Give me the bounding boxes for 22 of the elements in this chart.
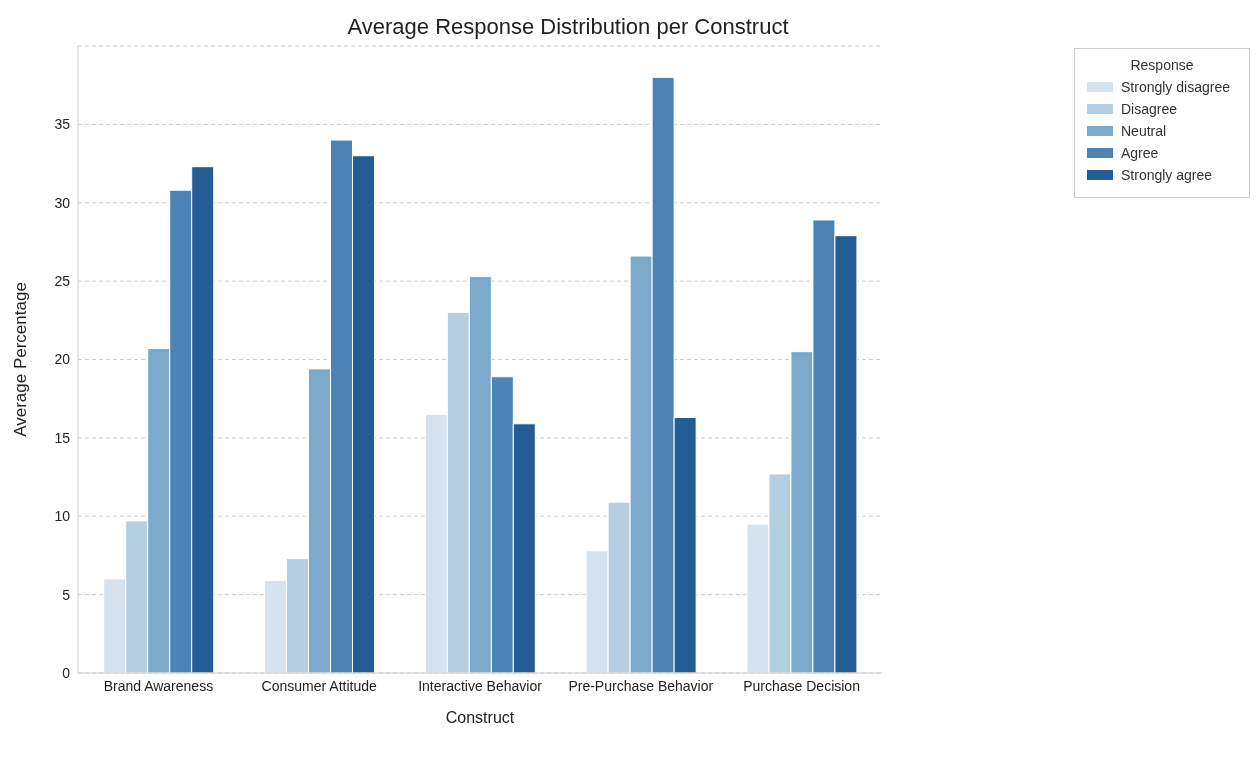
legend-label: Neutral [1121,123,1167,139]
y-axis-title: Average Percentage [11,282,31,437]
y-tick-label: 30 [54,194,71,211]
legend-label: Disagree [1121,101,1178,117]
x-tick-label: Consumer Attitude [261,677,377,694]
y-tick-label: 20 [54,351,71,368]
y-tick-label: 35 [54,116,71,133]
y-tick-label: 0 [62,664,71,681]
legend-label: Strongly agree [1121,167,1213,183]
x-tick-label: Pre-Purchase Behavior [568,677,714,694]
y-tick-label: 5 [62,586,71,603]
legend-label: Strongly disagree [1121,79,1230,95]
x-tick-label: Interactive Behavior [418,677,543,694]
legend-label: Agree [1121,145,1159,161]
legend-title: Response [1129,57,1195,73]
y-tick-label: 10 [54,508,71,525]
x-tick-label: Purchase Decision [743,677,860,694]
y-tick-label: 15 [54,429,71,446]
chart-title: Average Response Distribution per Construct [346,14,790,40]
x-axis-title: Construct [445,709,515,726]
x-tick-label: Brand Awareness [103,677,214,694]
y-tick-label: 25 [54,273,71,290]
